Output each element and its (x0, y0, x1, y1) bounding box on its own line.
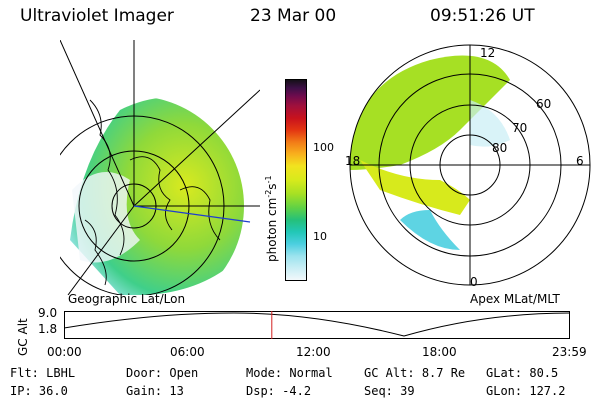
lat-lon-grid (60, 40, 260, 295)
timeline-axis-label: GC Alt (16, 318, 30, 356)
geographic-image (60, 40, 260, 295)
auroral-oval-band (360, 160, 470, 215)
info-filter: Flt: LBHL (10, 366, 76, 380)
mlt-label-18: 18 (345, 154, 361, 168)
timeline-x-tick-1200: 12:00 (296, 345, 331, 359)
info-seq: Seq: 39 (364, 384, 415, 398)
info-gain: Gain: 13 (126, 384, 184, 398)
polar-cap-emission (470, 100, 510, 147)
timeline-x-tick-1800: 18:00 (422, 345, 457, 359)
colorbar-unit-label: photon cm-2s-1 (264, 175, 279, 262)
geographic-caption: Geographic Lat/Lon (68, 292, 186, 306)
magnetic-polar-plot (349, 44, 591, 286)
mlt-label-0: 0 (470, 275, 478, 289)
timeline-x-tick-0000: 00:00 (47, 345, 82, 359)
dayside-gap (72, 172, 140, 263)
magnetic-caption: Apex MLat/MLT (470, 292, 560, 306)
info-gc-alt: GC Alt: 8.7 Re (364, 366, 466, 380)
info-glat: GLat: 80.5 (486, 366, 559, 380)
terminator-line (133, 205, 251, 223)
altitude-timeline (64, 311, 570, 339)
mlt-label-12: 12 (480, 46, 496, 60)
observation-date: 23 Mar 00 (250, 6, 337, 26)
mlat-mlt-grid (349, 44, 591, 286)
instrument-title: Ultraviolet Imager (20, 6, 174, 26)
mlat-label-70: 70 (512, 121, 528, 135)
info-dsp: Dsp: -4.2 (246, 384, 312, 398)
coastline-outline (84, 99, 221, 286)
info-mode: Mode: Normal (246, 366, 333, 380)
mlat-label-60: 60 (536, 97, 552, 111)
mlat-label-80: 80 (492, 141, 508, 155)
timeline-x-tick-2359: 23:59 (552, 345, 587, 359)
timeline-y-tick-low: 1.8 (38, 322, 58, 336)
mlt-label-6: 6 (576, 154, 584, 168)
observation-time: 09:51:26 UT (430, 6, 535, 26)
intensity-colorbar (285, 79, 307, 281)
info-ip: IP: 36.0 (10, 384, 68, 398)
auroral-oval-midnight (400, 210, 460, 250)
info-door: Door: Open (126, 366, 199, 380)
colorbar-tick-100: 100 (313, 141, 334, 154)
info-glon: GLon: 127.2 (486, 384, 566, 398)
altitude-curve (64, 312, 570, 337)
colorbar-tick-10: 10 (313, 230, 327, 243)
timeline-y-tick-high: 9.0 (38, 306, 58, 320)
timeline-x-tick-0600: 06:00 (170, 345, 205, 359)
timeline-frame (64, 311, 570, 339)
